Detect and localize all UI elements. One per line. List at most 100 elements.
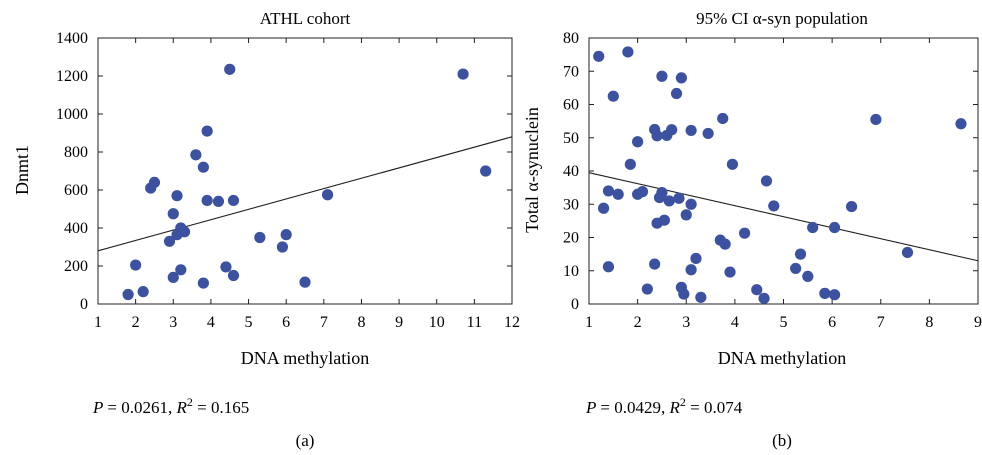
- chart-a-xtick-label: 9: [395, 314, 403, 331]
- chart-a-xtick-label: 1: [94, 314, 102, 331]
- chart-b-data-point: [790, 262, 802, 275]
- chart-b-panel-label: (b): [772, 431, 792, 450]
- chart-b-p-value: = 0.0429,: [600, 398, 669, 417]
- chart-a-ytick-label: 400: [64, 220, 88, 237]
- chart-b-ytick-label: 0: [571, 296, 579, 313]
- chart-b-data-point: [794, 248, 807, 260]
- chart-a-data-point: [178, 226, 191, 238]
- chart-a-data-point: [201, 125, 213, 137]
- chart-a-data-point: [148, 176, 161, 188]
- chart-a-data-point: [175, 264, 187, 276]
- chart-b-r-exp: 2: [680, 395, 686, 409]
- chart-b-xlabel: DNA methylation: [718, 348, 847, 368]
- chart-b-xtick-label: 7: [877, 314, 885, 331]
- chart-b-data-point: [685, 198, 697, 210]
- chart-a-panel-label: (a): [296, 431, 315, 450]
- chart-b-data-point: [828, 221, 841, 234]
- chart-b-ytick-label: 50: [563, 130, 579, 147]
- chart-a-data-point: [212, 195, 225, 207]
- chart-b-ytick-label: 10: [563, 263, 579, 280]
- chart-b-data-point: [675, 72, 687, 84]
- chart-b-data-point: [807, 221, 819, 234]
- chart-a-data-point: [197, 161, 209, 173]
- chart-a-data-point: [167, 208, 179, 220]
- chart-b-xtick-label: 1: [585, 314, 593, 331]
- chart-a-title: ATHL cohort: [260, 9, 351, 28]
- chart-b-xtick-label: 4: [731, 314, 739, 331]
- chart-a-xtick-label: 10: [429, 314, 445, 331]
- chart-b-ytick-label: 60: [563, 97, 579, 114]
- chart-b-data-point: [717, 112, 729, 125]
- chart-a-xlabel: DNA methylation: [241, 348, 370, 368]
- chart-a-data-point: [163, 235, 176, 247]
- panel-a: ATHL cohort 1 2 3 4 5 6 7 8 9 10 11 120200400600800…: [12, 9, 520, 450]
- chart-a-xtick-label: 2: [132, 314, 140, 331]
- chart-b-data-point: [624, 158, 636, 170]
- chart-b-data-point: [602, 185, 615, 197]
- chart-b-data-point: [666, 124, 678, 136]
- chart-a-data-point: [137, 286, 149, 298]
- chart-b-xtick-label: 6: [828, 314, 836, 331]
- chart-a-data-point: [220, 261, 232, 273]
- chart-b-data-point: [955, 118, 967, 130]
- chart-a-ytick-label: 0: [80, 296, 88, 313]
- chart-b-xtick-label: 5: [780, 314, 788, 331]
- panel-b: 95% CI α-syn population 1 2 3 4 5 6 7 8 9 0 10 20 30…: [522, 9, 982, 450]
- chart-b-p-label: P: [585, 398, 596, 417]
- chart-a-data-point: [130, 259, 142, 271]
- chart-b-points: [588, 46, 979, 304]
- chart-b-data-point: [739, 227, 751, 239]
- chart-b-plot-frame: [588, 37, 979, 305]
- chart-b-ytick-label: 20: [563, 230, 579, 247]
- chart-a-xtick-label: 5: [245, 314, 253, 331]
- chart-a-data-point: [201, 194, 213, 207]
- chart-b-data-point: [680, 209, 692, 221]
- chart-a-ylabel: Dnmt1: [12, 145, 32, 195]
- chart-b-data-point: [751, 284, 763, 296]
- chart-a-p-label: P: [92, 398, 103, 417]
- chart-a-xtick-label: 11: [467, 314, 482, 331]
- chart-b-data-point: [724, 266, 736, 278]
- chart-b-data-point: [649, 258, 661, 270]
- chart-b-data-point: [612, 188, 624, 200]
- chart-a-plot-frame: [97, 37, 513, 305]
- chart-b-title: 95% CI α-syn population: [696, 9, 868, 28]
- chart-b-data-point: [658, 214, 670, 226]
- chart-b-data-point: [597, 202, 610, 214]
- chart-a-xtick-label: 3: [169, 314, 177, 331]
- chart-b-data-point: [719, 238, 731, 250]
- chart-b-data-point: [802, 270, 814, 283]
- chart-b-data-point: [602, 261, 615, 273]
- chart-a-data-point: [280, 229, 292, 241]
- chart-b-data-point: [870, 113, 882, 126]
- chart-a-data-point: [276, 241, 289, 253]
- chart-b-ytick-label: 70: [563, 63, 579, 80]
- chart-a-ytick-label: 800: [64, 144, 88, 161]
- chart-a-data-point: [480, 165, 492, 177]
- chart-a-p-value: = 0.0261,: [107, 398, 176, 417]
- chart-b-xtick-label: 2: [634, 314, 642, 331]
- chart-a-points: [97, 63, 513, 301]
- chart-a-xtick-label: 4: [207, 314, 215, 331]
- chart-a-data-point: [224, 63, 236, 75]
- chart-b-data-point: [901, 246, 914, 259]
- chart-b-data-point: [673, 192, 685, 204]
- chart-b-data-point: [670, 87, 683, 100]
- chart-a-xtick-label: 12: [504, 314, 520, 331]
- chart-a-xtick-label: 6: [282, 314, 290, 331]
- chart-b-data-point: [663, 195, 675, 207]
- chart-a-data-point: [167, 271, 179, 283]
- chart-a-data-point: [122, 288, 134, 301]
- chart-b-data-point: [636, 186, 649, 198]
- chart-b-axes: 1 2 3 4 5 6 7 8 9 0 10 20 30 40 50 60 70 80: [563, 30, 982, 331]
- chart-b-data-point: [653, 192, 666, 204]
- chart-b-data-point: [632, 136, 644, 148]
- chart-a-data-point: [197, 277, 209, 289]
- chart-b-data-point: [828, 289, 841, 301]
- chart-a-ytick-label: 1000: [56, 106, 88, 123]
- chart-b-data-point: [819, 287, 831, 299]
- chart-b-data-point: [651, 130, 663, 142]
- chart-b-data-point: [622, 46, 634, 58]
- chart-b-data-point: [607, 90, 619, 102]
